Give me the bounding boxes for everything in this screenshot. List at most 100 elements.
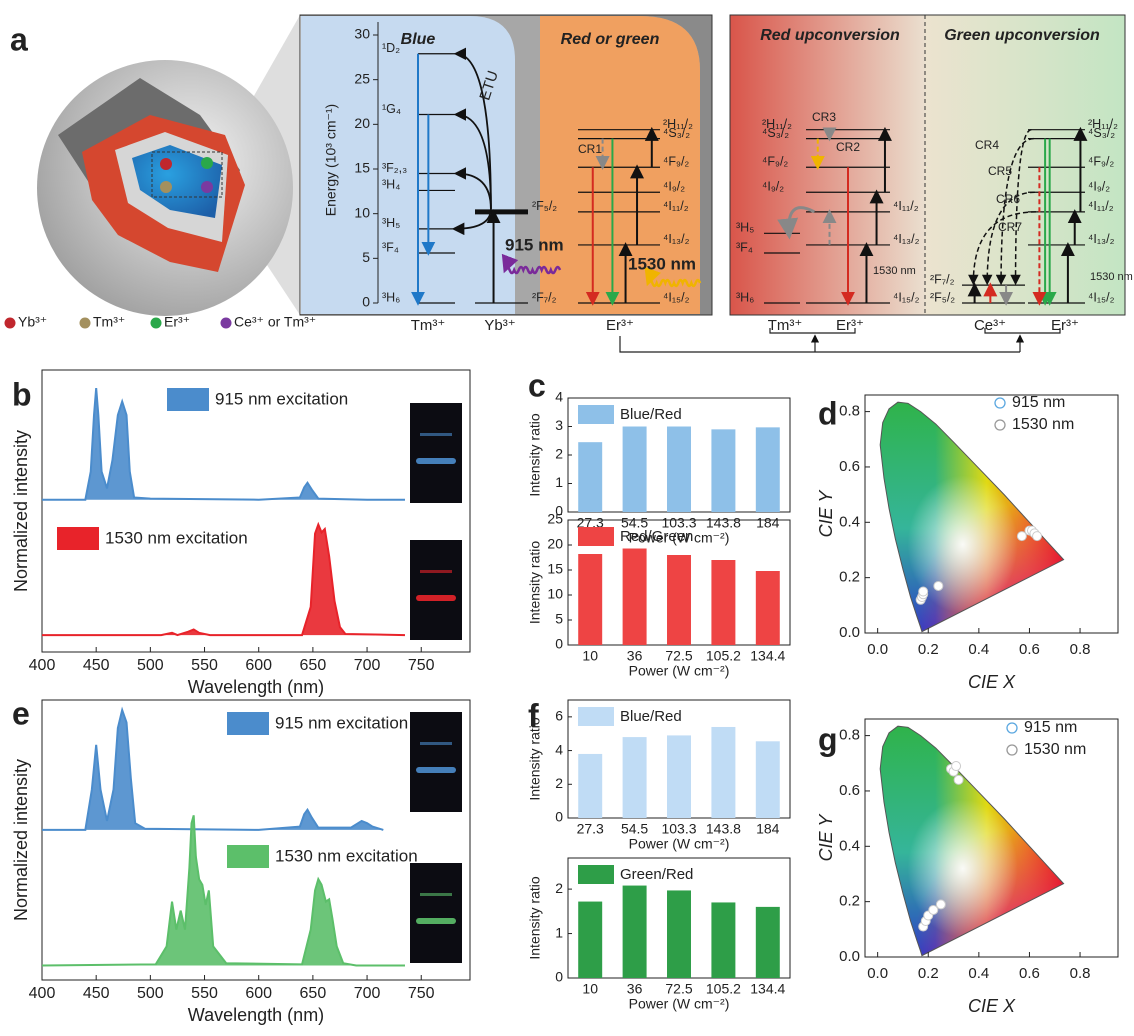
- nanoparticle: [37, 15, 300, 316]
- point: [935, 899, 946, 910]
- level-label: ³H₆: [382, 290, 400, 304]
- level-label: ⁴S₃/₂: [663, 126, 690, 140]
- etu-arrow: [451, 208, 492, 236]
- plot-frame: [41, 699, 471, 981]
- x-tick-label: 500: [137, 985, 164, 1002]
- ion-label: Ce³⁺: [974, 317, 1006, 334]
- legend-label: 915 nm excitation: [275, 713, 408, 732]
- x-tick-label: 36: [627, 981, 643, 997]
- legend-swatch: [227, 845, 269, 868]
- bar: [711, 726, 736, 818]
- bar: [755, 741, 780, 818]
- y-tick-label: 5: [555, 611, 563, 627]
- point: [933, 580, 944, 591]
- tick-label: 30: [354, 26, 370, 42]
- x-tick-label: 0.6: [1019, 965, 1040, 982]
- vial-glow: [420, 570, 452, 573]
- point: [1016, 531, 1027, 542]
- etu-arrow: [453, 167, 492, 209]
- level-label: ⁴F₉/₂: [663, 155, 689, 169]
- dot: [160, 181, 172, 193]
- level-label: ⁴I₁₃/₂: [893, 232, 920, 246]
- x-tick-label: 103.3: [661, 515, 696, 531]
- level-label: ¹D₂: [382, 41, 400, 55]
- vial-photo: [410, 403, 462, 503]
- panel-letter: c: [528, 367, 546, 403]
- annotation: 1530 nm: [1090, 271, 1133, 283]
- x-tick-label: 105.2: [706, 981, 741, 997]
- x-tick-label: 105.2: [706, 648, 741, 664]
- x-tick-label: 500: [137, 657, 164, 674]
- panel-letter: e: [12, 695, 30, 731]
- tick-label: 25: [354, 70, 370, 86]
- spectrum-line: [42, 387, 405, 501]
- level-label: ⁴I₉/₂: [663, 180, 685, 194]
- ion-label: Er³⁺: [836, 317, 864, 334]
- tick-label: 5: [362, 249, 370, 265]
- legend-label: Ce³⁺ or Tm³⁺: [234, 314, 316, 330]
- x-axis-label: Power (W cm⁻²): [629, 996, 730, 1012]
- axis-label: Energy (10³ cm⁻¹): [323, 104, 339, 216]
- plot-frame: [41, 369, 471, 653]
- dot: [201, 181, 213, 193]
- legend-dot: [79, 317, 91, 329]
- cr-arrow: [777, 206, 816, 240]
- legend-label: Blue/Red: [620, 708, 682, 725]
- y-tick-label: 1: [555, 924, 563, 940]
- point: [951, 761, 962, 772]
- bar: [622, 548, 647, 645]
- y-tick-label: 2: [555, 446, 563, 462]
- annotation: 1530 nm: [628, 254, 696, 273]
- x-tick-label: 0.8: [1070, 641, 1091, 658]
- cr-label: CR5: [988, 164, 1012, 178]
- level-label: ⁴I₁₅/₂: [663, 290, 690, 304]
- y-tick-label: 3: [555, 417, 563, 433]
- y-tick-label: 0.6: [839, 458, 860, 475]
- x-tick-label: 0.6: [1019, 641, 1040, 658]
- cr-arrow: [968, 211, 1036, 286]
- bar: [622, 737, 647, 818]
- legend-swatch: [578, 865, 614, 884]
- x-tick-label: 72.5: [665, 981, 692, 997]
- x-tick-label: 400: [29, 985, 56, 1002]
- dot: [160, 158, 172, 170]
- bar: [711, 902, 736, 978]
- connectors: [619, 328, 1061, 353]
- region: [301, 16, 515, 314]
- bar: [667, 555, 691, 645]
- level-label: ³F₂,₃: [382, 161, 407, 175]
- vial-glow: [416, 767, 456, 773]
- y-tick-label: 0: [555, 503, 563, 519]
- legend-marker: [1006, 722, 1018, 734]
- x-tick-label: 600: [245, 657, 272, 674]
- legend-swatch: [578, 405, 614, 424]
- y-tick-label: 0.4: [839, 513, 860, 530]
- chromaticity-region: [880, 402, 1064, 632]
- bar: [755, 906, 780, 978]
- ion-label: Tm³⁺: [411, 317, 446, 334]
- core: [132, 145, 222, 218]
- x-tick-label: 184: [756, 821, 780, 837]
- legend-label: 1530 nm excitation: [105, 528, 248, 547]
- vial-photo: [410, 863, 462, 963]
- spectrum-line: [42, 706, 384, 831]
- x-tick-label: 0.0: [867, 641, 888, 658]
- x-tick-label: 650: [300, 985, 327, 1002]
- y-tick-label: 4: [555, 389, 563, 405]
- spectral-locus: [879, 401, 1065, 633]
- legend-swatch: [578, 527, 614, 546]
- y-tick-label: 6: [555, 708, 563, 724]
- spectrum-line: [42, 521, 406, 637]
- spectrum-fill: [42, 815, 405, 966]
- cr-label: CR6: [996, 192, 1020, 206]
- legend-label: Tm³⁺: [93, 314, 125, 330]
- level-label: ⁴I₁₁/₂: [1088, 199, 1114, 213]
- cr-label: CR3: [812, 110, 836, 124]
- x-tick-label: 134.4: [750, 648, 785, 664]
- cr-arrow: [1010, 128, 1032, 286]
- level-label: ²F₇/₂: [532, 290, 557, 304]
- bar: [578, 554, 603, 645]
- legend-marker: [994, 419, 1006, 431]
- level-label: ⁴I₉/₂: [762, 180, 784, 194]
- level-label: ²F₇/₂: [930, 272, 955, 286]
